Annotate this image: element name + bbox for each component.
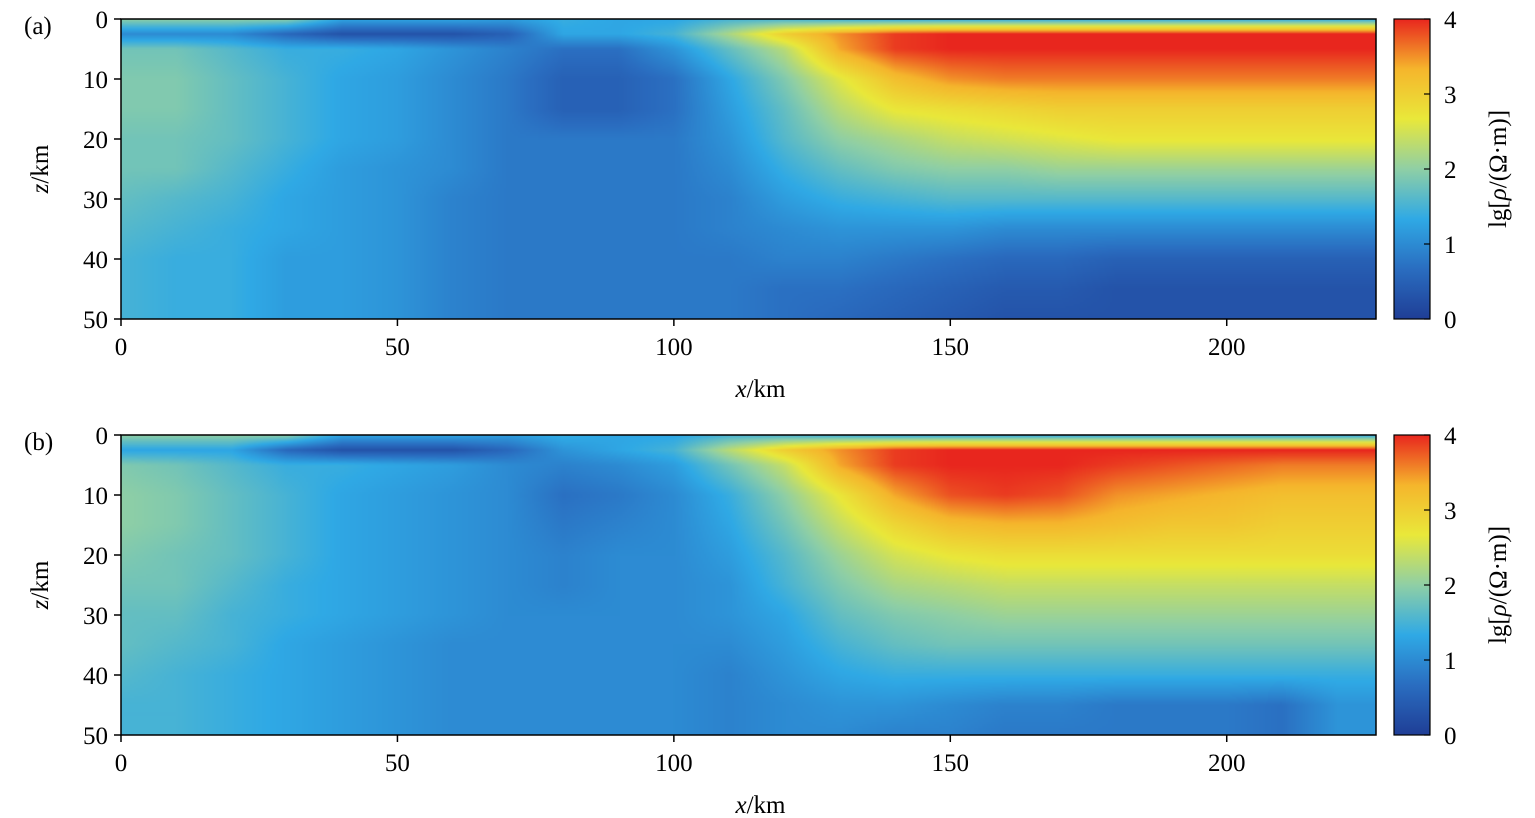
colorbar-tick-label: 4 [1444,7,1457,34]
x-tick-label: 0 [115,334,128,361]
panel-label: (a) [24,13,52,40]
x-tick-label: 200 [1208,334,1246,361]
y-tick-label: 50 [83,723,108,750]
x-tick-label: 100 [655,334,693,361]
y-tick-label: 0 [96,7,109,34]
x-tick-label: 100 [655,750,693,777]
plot-frame [120,434,1377,736]
x-tick-label: 50 [385,750,410,777]
y-tick-label: 30 [83,187,108,214]
y-tick-label: 30 [83,603,108,630]
y-tick-label: 20 [83,543,108,570]
y-tick-label: 20 [83,127,108,154]
colorbar-tick-label: 0 [1444,307,1457,334]
x-tick-label: 150 [932,750,970,777]
x-tick-label: 0 [115,750,128,777]
y-tick-label: 0 [96,423,109,450]
y-axis-label: z/km [27,560,54,610]
x-axis-label: x/km [734,376,786,403]
panel-b: 0 50 100 150 200 0 10 20 30 40 50 (b) x/km z/km 0 1 2 3 4 l… [24,423,1512,818]
colorbar-tick-label: 0 [1444,723,1457,750]
y-tick-label: 10 [83,483,108,510]
heatmap-image [121,19,1376,319]
colorbar-tick-label: 2 [1444,157,1457,184]
heatmap-image [121,435,1376,735]
colorbar-tick-label: 3 [1444,82,1457,109]
colorbar-tick-label: 1 [1444,232,1457,259]
panel-label: (b) [24,429,53,456]
y-tick-label: 50 [83,307,108,334]
colorbar-label: lg[ρ/(Ω·m)] [1485,110,1512,228]
x-tick-label: 50 [385,334,410,361]
colorbar-label: lg[ρ/(Ω·m)] [1485,526,1512,644]
plot-frame [120,18,1377,320]
y-tick-label: 40 [83,663,108,690]
panels: 0 50 100 150 20001020304050(a)x/kmz/km01234l… [24,7,1512,818]
colorbar-tick-label: 3 [1444,498,1457,525]
y-tick-label: 10 [83,67,108,94]
x-tick-label: 150 [932,334,970,361]
colorbar-tick-label: 4 [1444,423,1457,450]
x-axis-label: x/km [734,792,786,818]
colorbar-tick-label: 1 [1444,648,1457,675]
x-tick-label: 200 [1208,750,1246,777]
colorbar-tick-label: 2 [1444,573,1457,600]
y-axis-label: z/km [27,144,54,194]
panel-a: 0 50 100 150 200 0 10 20 30 40 50 (a) x/km z/km 0 1 2 3 4 l… [24,7,1512,403]
y-tick-label: 40 [83,247,108,274]
